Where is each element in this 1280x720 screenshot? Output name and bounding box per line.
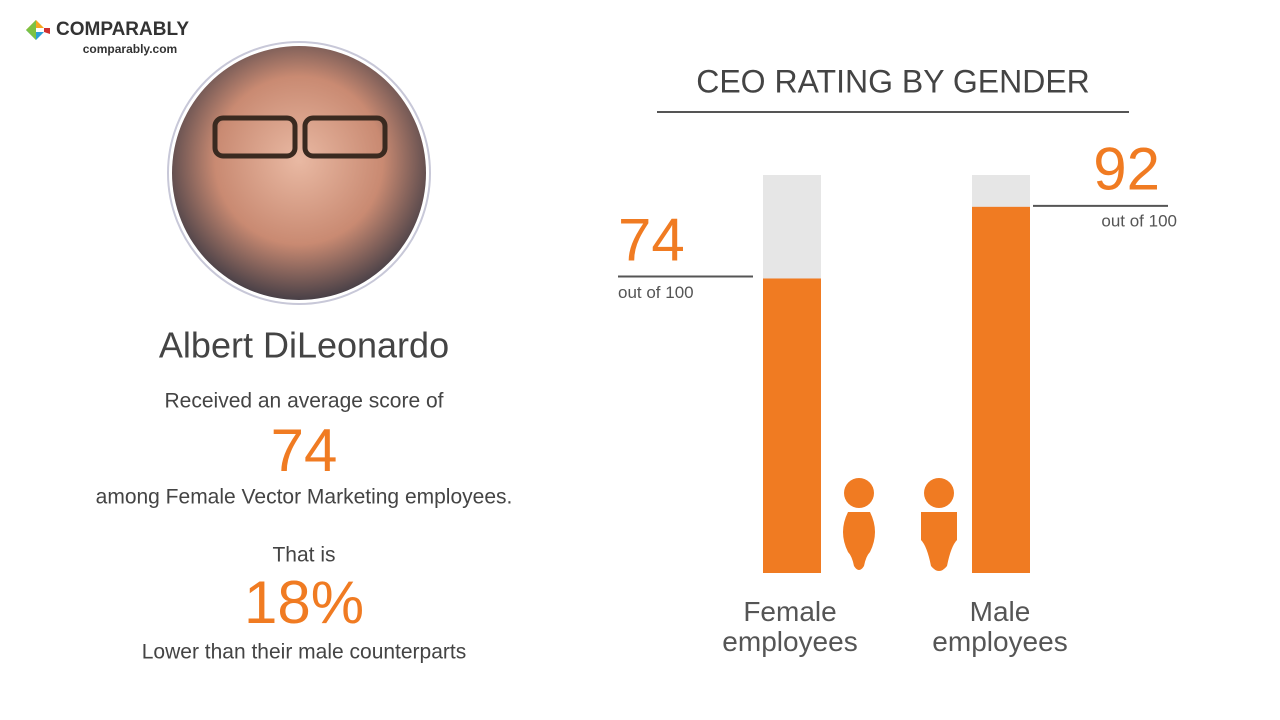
value-label: 74 <box>618 206 685 273</box>
photo <box>172 46 426 300</box>
category-label: Male employees <box>932 596 1068 657</box>
difference: 18% <box>244 569 364 636</box>
score: 74 <box>271 417 338 484</box>
value-note: out of 100 <box>1101 211 1177 230</box>
glasses <box>302 115 388 159</box>
brand-url: comparably.com <box>83 42 177 56</box>
bar <box>972 206 1030 573</box>
brand-name: COMPARABLY <box>56 19 189 40</box>
bar <box>763 278 821 573</box>
glasses <box>212 115 298 159</box>
difference-context: Lower than their male counterparts <box>142 641 467 664</box>
female-icon <box>843 478 875 570</box>
person-name: Albert DiLeonardo <box>159 325 449 366</box>
male-icon <box>921 478 957 571</box>
value-note: out of 100 <box>618 283 694 302</box>
that-is: That is <box>272 544 335 567</box>
intro-text: Received an average score of <box>165 390 444 413</box>
chart-title: CEO RATING BY GENDER <box>696 63 1090 99</box>
logo-icon <box>26 20 50 40</box>
value-label: 92 <box>1093 136 1160 203</box>
category-label: Female employees <box>722 596 858 657</box>
score-context: among Female Vector Marketing employees. <box>96 486 513 509</box>
